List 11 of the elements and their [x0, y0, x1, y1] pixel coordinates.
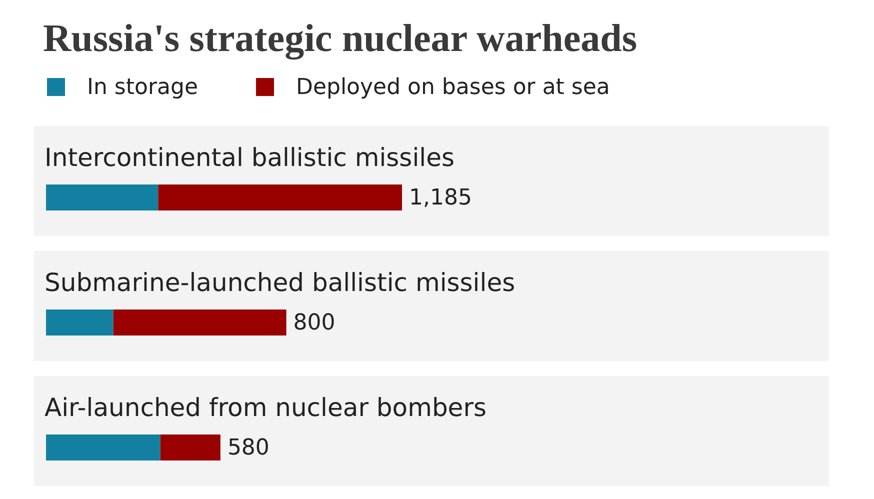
- y-tick-label: Air-launched from nuclear bombers: [44, 393, 486, 422]
- chart-title: Russia's strategic nuclear warheads: [43, 17, 638, 60]
- legend-label: Deployed on bases or at sea: [296, 75, 610, 100]
- bar: [113, 310, 286, 336]
- annotation: 580: [227, 436, 270, 460]
- y-tick-label: Submarine-launched ballistic missiles: [44, 268, 516, 297]
- annotation: 1,185: [409, 186, 472, 210]
- legend-label: In storage: [87, 75, 198, 100]
- y-tick-label: Intercontinental ballistic missiles: [44, 143, 454, 172]
- bar: [160, 434, 220, 460]
- annotation: 800: [293, 310, 336, 336]
